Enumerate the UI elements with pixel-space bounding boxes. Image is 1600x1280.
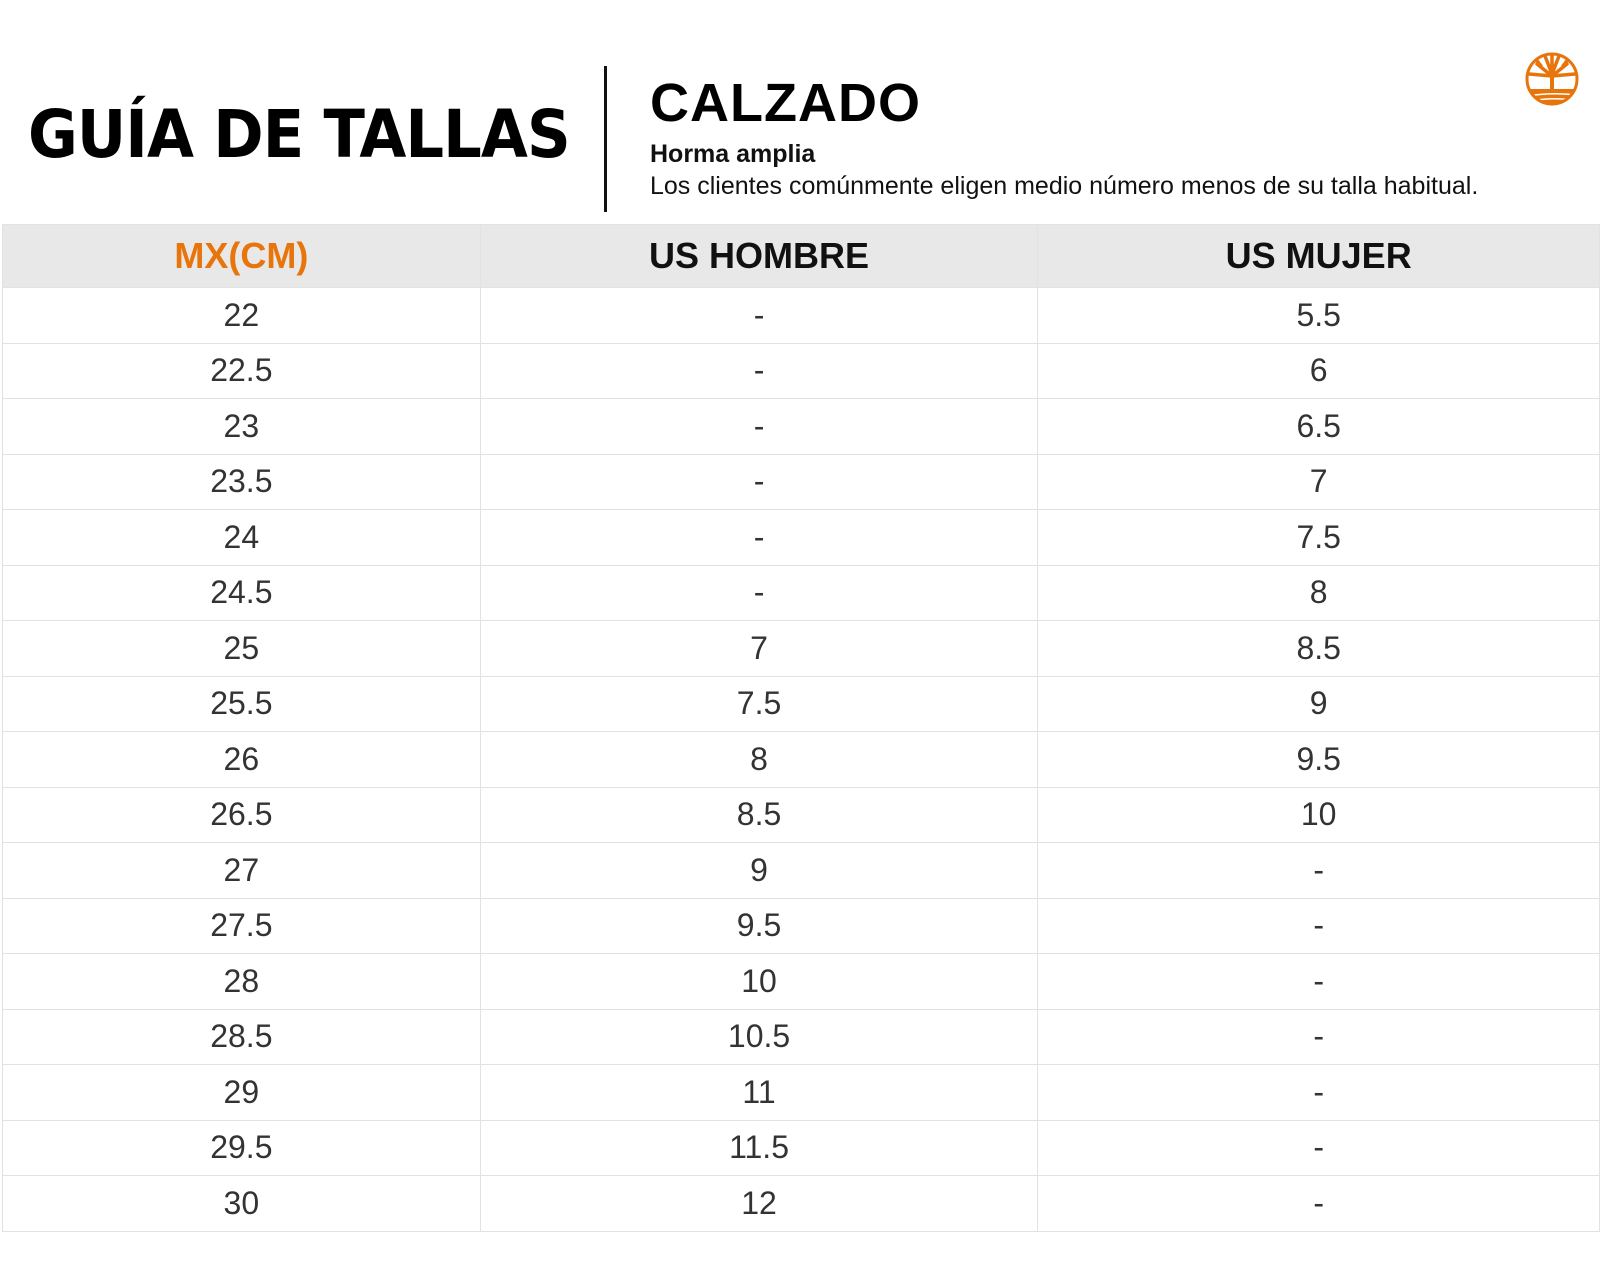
mx-cm-cell: 25 [2,620,481,677]
tree-logo-icon [1525,52,1579,106]
mx-cm-cell: 24.5 [2,564,481,621]
mx-cm-cell: 27 [2,842,481,899]
us-hombre-cell: - [479,287,1039,344]
us-hombre-cell: - [479,342,1039,399]
us-mujer-cell: 7.5 [1037,509,1600,566]
us-mujer-cell: 7 [1037,453,1600,510]
us-hombre-cell: - [479,398,1039,455]
table-row: 22.5-6 [2,342,1600,399]
table-row: 24-7.5 [2,509,1600,566]
page-title: GUÍA DE TALLAS [28,96,571,173]
table-row: 29 11- [2,1064,1600,1121]
table-row: 26 8 9.5 [2,731,1600,788]
mx-cm-cell: 22.5 [2,342,481,399]
mx-cm-cell: 23.5 [2,453,481,510]
us-hombre-cell: 7.5 [479,675,1039,732]
us-mujer-cell: - [1037,897,1600,954]
us-mujer-cell: 10 [1037,786,1600,843]
table-row: 25.5 7.5 9 [2,675,1600,732]
us-mujer-cell: 9.5 [1037,731,1600,788]
us-hombre-cell: - [479,453,1039,510]
us-mujer-cell: - [1037,1175,1600,1232]
us-mujer-cell: 8.5 [1037,620,1600,677]
mx-cm-cell: 28.5 [2,1008,481,1065]
us-hombre-cell: 9 [479,842,1039,899]
us-hombre-cell: 8 [479,731,1039,788]
us-mujer-cell: 9 [1037,675,1600,732]
us-hombre-cell: - [479,564,1039,621]
us-mujer-cell: - [1037,1008,1600,1065]
us-mujer-cell: - [1037,1064,1600,1121]
mx-cm-cell: 30 [2,1175,481,1232]
table-row: 23-6.5 [2,398,1600,455]
mx-cm-cell: 23 [2,398,481,455]
table-row: 29.5 11.5- [2,1119,1600,1176]
us-mujer-cell: 5.5 [1037,287,1600,344]
us-mujer-cell: - [1037,842,1600,899]
mx-cm-cell: 25.5 [2,675,481,732]
column-header-us-mujer: US MUJER [1037,224,1600,288]
us-mujer-cell: - [1037,1119,1600,1176]
mx-cm-cell: 28 [2,953,481,1010]
us-hombre-cell: 11 [479,1064,1039,1121]
us-hombre-cell: 9.5 [479,897,1039,954]
fit-description: Los clientes comúnmente eligen medio núm… [650,172,1479,200]
mx-cm-cell: 29.5 [2,1119,481,1176]
mx-cm-cell: 26 [2,731,481,788]
fit-label: Horma amplia [650,140,816,168]
column-header-us-hombre: US HOMBRE [479,224,1039,288]
table-row: 24.5-8 [2,564,1600,621]
size-table: MX(CM) US HOMBRE US MUJER 22-5.5 22.5-6 23… [2,224,1600,1232]
table-row: 28 10- [2,953,1600,1010]
table-row: 22-5.5 [2,287,1600,344]
mx-cm-cell: 22 [2,287,481,344]
us-hombre-cell: 12 [479,1175,1039,1232]
mx-cm-cell: 29 [2,1064,481,1121]
us-mujer-cell: 6.5 [1037,398,1600,455]
table-header-row: MX(CM) US HOMBRE US MUJER [2,224,1600,288]
us-hombre-cell: 11.5 [479,1119,1039,1176]
us-hombre-cell: 10.5 [479,1008,1039,1065]
table-row: 25 7 8.5 [2,620,1600,677]
header-divider [604,66,607,212]
us-hombre-cell: 7 [479,620,1039,677]
table-row: 23.5-7 [2,453,1600,510]
table-row: 27 9- [2,842,1600,899]
us-hombre-cell: - [479,509,1039,566]
mx-cm-cell: 27.5 [2,897,481,954]
table-row: 26.5 8.5 10 [2,786,1600,843]
section-title: CALZADO [650,73,921,133]
us-mujer-cell: 8 [1037,564,1600,621]
table-row: 30 12- [2,1175,1600,1232]
us-hombre-cell: 8.5 [479,786,1039,843]
us-hombre-cell: 10 [479,953,1039,1010]
us-mujer-cell: - [1037,953,1600,1010]
us-mujer-cell: 6 [1037,342,1600,399]
mx-cm-cell: 26.5 [2,786,481,843]
table-row: 28.5 10.5- [2,1008,1600,1065]
table-row: 27.5 9.5- [2,897,1600,954]
mx-cm-cell: 24 [2,509,481,566]
column-header-mx-cm: MX(CM) [2,224,481,288]
